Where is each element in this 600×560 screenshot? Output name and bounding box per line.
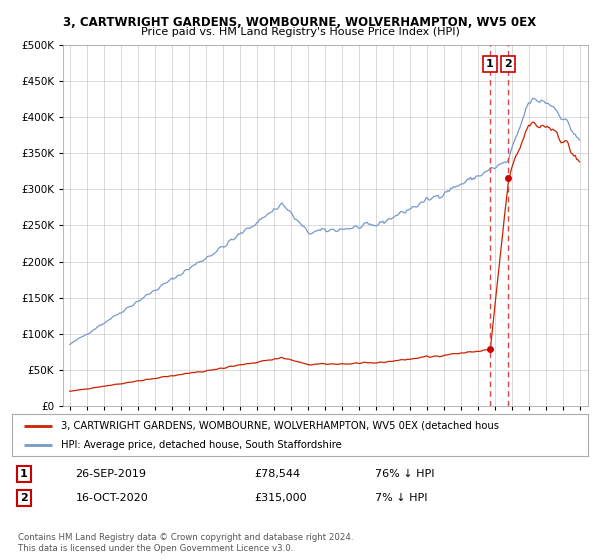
Text: Contains HM Land Registry data © Crown copyright and database right 2024.
This d: Contains HM Land Registry data © Crown c…	[18, 533, 353, 553]
Text: Price paid vs. HM Land Registry's House Price Index (HPI): Price paid vs. HM Land Registry's House …	[140, 27, 460, 37]
Text: HPI: Average price, detached house, South Staffordshire: HPI: Average price, detached house, Sout…	[61, 440, 342, 450]
Text: 3, CARTWRIGHT GARDENS, WOMBOURNE, WOLVERHAMPTON, WV5 0EX (detached hous: 3, CARTWRIGHT GARDENS, WOMBOURNE, WOLVER…	[61, 421, 499, 431]
Text: £315,000: £315,000	[254, 493, 307, 503]
Text: 16-OCT-2020: 16-OCT-2020	[76, 493, 148, 503]
Text: 1: 1	[486, 59, 494, 69]
Text: 26-SEP-2019: 26-SEP-2019	[76, 469, 146, 479]
Text: 2: 2	[504, 59, 512, 69]
Text: £78,544: £78,544	[254, 469, 300, 479]
Text: 3, CARTWRIGHT GARDENS, WOMBOURNE, WOLVERHAMPTON, WV5 0EX: 3, CARTWRIGHT GARDENS, WOMBOURNE, WOLVER…	[64, 16, 536, 29]
Text: 2: 2	[20, 493, 28, 503]
Text: 7% ↓ HPI: 7% ↓ HPI	[375, 493, 427, 503]
Text: 1: 1	[20, 469, 28, 479]
Text: 76% ↓ HPI: 76% ↓ HPI	[375, 469, 434, 479]
